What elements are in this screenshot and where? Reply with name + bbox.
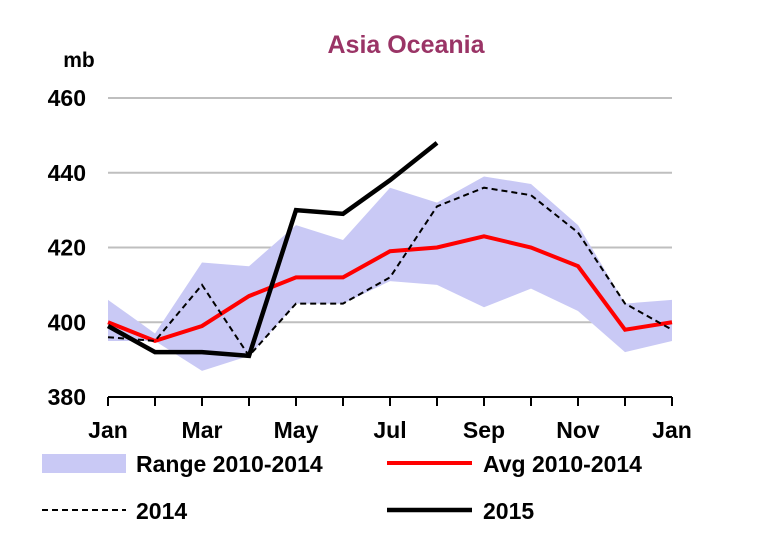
legend: Range 2010-2014 Avg 2010-2014 2014 2015 [42, 451, 642, 524]
avg-2010-2014-line [107, 234, 673, 344]
range-2010-2014-band [108, 176, 672, 371]
range-band [108, 176, 672, 371]
legend-label-range: Range 2010-2014 [136, 451, 323, 477]
y-tick-label: 400 [48, 309, 86, 335]
x-tick-label: May [274, 417, 319, 443]
legend-label-avg: Avg 2010-2014 [483, 451, 642, 477]
x-tick-label: Jan [88, 417, 128, 443]
line-2014 [107, 186, 673, 358]
x-tick-label: Jan [652, 417, 692, 443]
legend-label-2014: 2014 [136, 498, 187, 524]
legend-label-2015: 2015 [483, 498, 534, 524]
axes: 380 400 420 440 460 Jan Mar May Jul Sep Nov Jan [48, 85, 692, 443]
x-tick-label: Nov [556, 417, 600, 443]
y-tick-label: 380 [48, 384, 86, 410]
series-lines [106, 141, 673, 359]
x-tick-label: Mar [182, 417, 223, 443]
legend-swatch-range [42, 454, 126, 473]
x-tick-label: Jul [373, 417, 406, 443]
y-tick-label: 420 [48, 235, 86, 261]
y-tick-label: 440 [48, 160, 86, 186]
y-tick-label: 460 [48, 85, 86, 111]
x-tick-label: Sep [463, 417, 505, 443]
y-axis-unit: mb [63, 49, 95, 72]
chart-title: Asia Oceania [327, 31, 485, 59]
line-2015 [106, 141, 439, 359]
